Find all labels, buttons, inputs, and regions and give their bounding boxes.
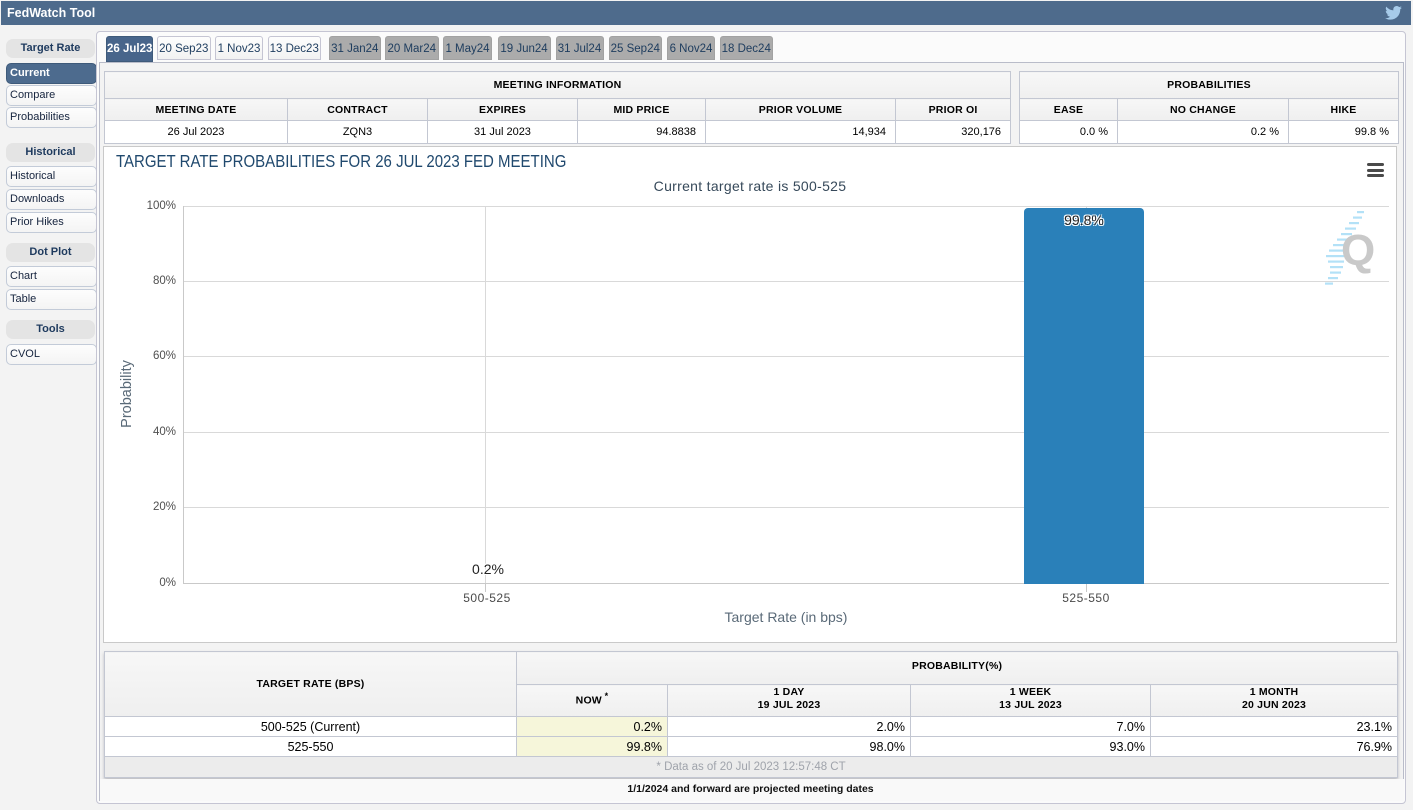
svg-text:Q: Q bbox=[1341, 226, 1375, 275]
